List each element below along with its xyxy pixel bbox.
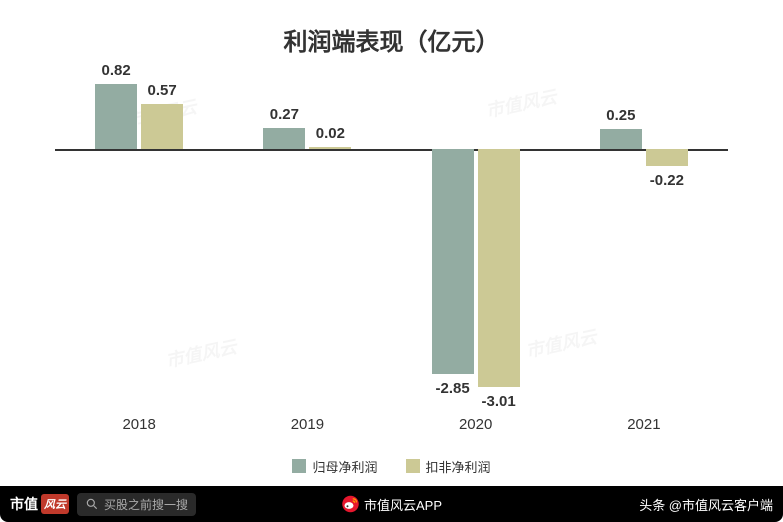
search-box[interactable]: 买股之前搜一搜 (77, 493, 196, 516)
bar-value-label: 0.27 (253, 106, 315, 123)
x-category-label: 2021 (560, 416, 728, 433)
legend-swatch-icon (406, 459, 420, 473)
brand: 市值 风云 (10, 494, 69, 514)
bar (478, 149, 520, 387)
legend-swatch-icon (292, 459, 306, 473)
plot-area: 市值风云市值风云市值风云市值风云20180.820.5720190.270.02… (55, 70, 728, 402)
x-category-label: 2019 (223, 416, 391, 433)
right-credit: 头条 @市值风云客户端 (639, 495, 773, 514)
weibo-icon (341, 495, 359, 513)
bar (309, 147, 351, 149)
chart-container: 利润端表现（亿元） 市值风云市值风云市值风云市值风云20180.820.5720… (0, 0, 783, 522)
bar-value-label: -3.01 (468, 393, 530, 410)
center-brand-text: 市值风云APP (364, 495, 442, 514)
watermark: 市值风云 (483, 83, 559, 123)
x-category-label: 2018 (55, 416, 223, 433)
legend-item: 归母净利润 (292, 457, 377, 476)
bar (646, 149, 688, 166)
center-brand: 市值风云APP (341, 495, 442, 514)
legend: 归母净利润 扣非净利润 (0, 457, 783, 477)
bar-value-label: -0.22 (636, 172, 698, 189)
bar (141, 104, 183, 149)
watermark: 市值风云 (163, 333, 239, 373)
bar-value-label: 0.02 (299, 125, 361, 142)
bar (432, 149, 474, 374)
search-icon (85, 497, 99, 511)
brand-prefix: 市值 (10, 494, 38, 514)
brand-logo-icon: 风云 (41, 494, 69, 514)
bar-value-label: 0.82 (85, 62, 147, 79)
legend-label: 扣非净利润 (426, 457, 491, 476)
bar-value-label: 0.25 (590, 107, 652, 124)
bar-value-label: 0.57 (131, 82, 193, 99)
legend-label: 归母净利润 (312, 457, 377, 476)
legend-item: 扣非净利润 (406, 457, 491, 476)
x-axis-line (55, 149, 728, 151)
footer-bar: 市值 风云 买股之前搜一搜 市值风云APP 头条 @市值风云客户端 (0, 486, 783, 522)
chart-title: 利润端表现（亿元） (0, 22, 783, 57)
x-category-label: 2020 (392, 416, 560, 433)
bar (600, 129, 642, 149)
watermark: 市值风云 (523, 323, 599, 363)
search-placeholder: 买股之前搜一搜 (104, 496, 188, 513)
